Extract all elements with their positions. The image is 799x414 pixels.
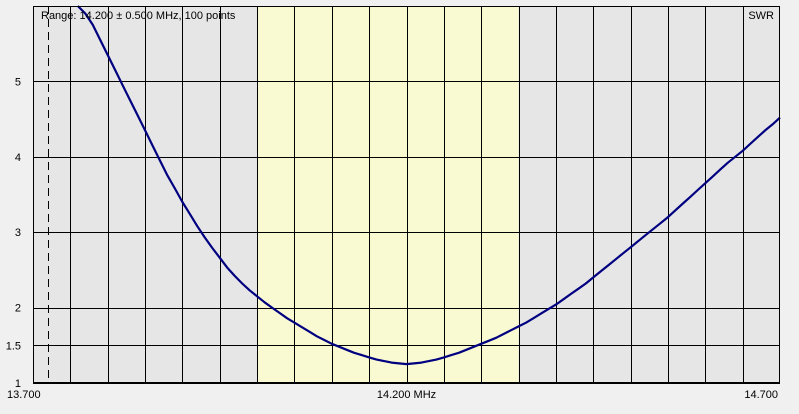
chart-title: Range: 14.200 ± 0.500 MHz, 100 points [41,10,236,22]
x-tick-label: 13.700 [7,389,41,401]
y-tick-label: 2 [15,303,21,315]
x-tick-label: 14.200 MHz [377,389,436,401]
highlight-band [257,6,519,383]
swr-series-line [77,5,781,366]
x-tick-labels: 13.700 14.200 MHz 14.700 [7,389,778,401]
y-tick-label: 1.5 [6,340,21,352]
y-tick-label: 1 [15,378,21,390]
grid-lines [33,6,780,384]
y-tick-labels: 1 1.5 2 3 4 5 [6,76,21,390]
plot-border [33,6,780,383]
y-tick-label: 3 [15,227,21,239]
series-label: SWR [748,10,774,22]
y-tick-label: 5 [15,76,21,88]
y-tick-label: 4 [15,152,21,164]
x-tick-label: 14.700 [744,389,778,401]
